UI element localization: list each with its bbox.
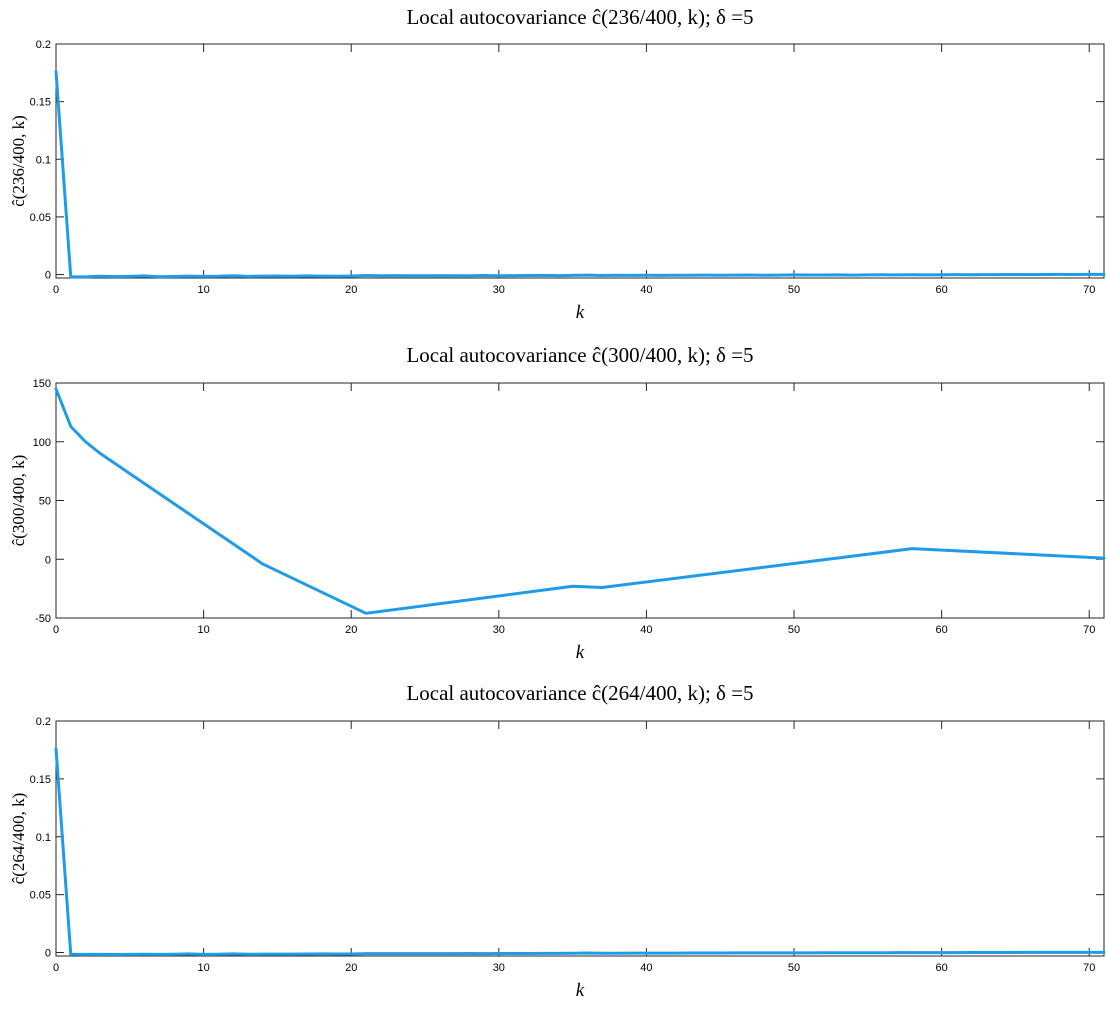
y-tick-label: 0.15 <box>30 97 51 109</box>
series-line <box>54 747 1106 956</box>
chart-title: Local autocovariance ĉ(300/400, k); δ =5 <box>406 343 753 367</box>
y-axis-label: ĉ(236/400, k) <box>9 115 28 207</box>
x-tick-label: 40 <box>640 624 652 636</box>
y-tick-label: 0.2 <box>36 716 51 728</box>
x-tick-label: 50 <box>788 962 800 974</box>
y-tick-label: 0.2 <box>36 39 51 51</box>
x-tick-label: 50 <box>788 624 800 636</box>
x-tick-label: 30 <box>493 284 505 296</box>
y-tick-label: 0 <box>45 554 51 566</box>
x-tick-label: 0 <box>53 624 59 636</box>
chart-title: Local autocovariance ĉ(236/400, k); δ =5 <box>406 5 753 29</box>
x-tick-label: 30 <box>493 962 505 974</box>
x-tick-label: 30 <box>493 624 505 636</box>
y-tick-label: 0.1 <box>36 832 51 844</box>
x-tick-label: 10 <box>197 962 209 974</box>
y-tick-label: 150 <box>33 378 51 390</box>
x-tick-label: 60 <box>936 962 948 974</box>
x-tick-label: 70 <box>1083 284 1095 296</box>
chart-panel-264: Local autocovariance ĉ(264/400, k); δ =5… <box>9 681 1106 1001</box>
x-axis-label: k <box>576 302 585 323</box>
chart-title: Local autocovariance ĉ(264/400, k); δ =5 <box>406 681 753 705</box>
y-tick-label: 0.15 <box>30 774 51 786</box>
x-tick-label: 40 <box>640 962 652 974</box>
series-line <box>54 70 1106 279</box>
x-tick-label: 60 <box>936 284 948 296</box>
x-axis-label: k <box>576 642 585 663</box>
x-axis-label: k <box>576 980 585 1001</box>
x-tick-label: 20 <box>345 284 357 296</box>
y-tick-label: 0 <box>45 270 51 282</box>
x-tick-label: 70 <box>1083 962 1095 974</box>
x-tick-label: 50 <box>788 284 800 296</box>
y-tick-label: 0 <box>45 948 51 960</box>
y-tick-label: 50 <box>39 496 51 508</box>
chart-panel-300: Local autocovariance ĉ(300/400, k); δ =5… <box>9 343 1106 663</box>
plot-area-frame <box>55 43 1105 279</box>
x-tick-label: 20 <box>345 624 357 636</box>
y-tick-label: -50 <box>35 613 51 625</box>
chart-panel-236: Local autocovariance ĉ(236/400, k); δ =5… <box>9 5 1106 323</box>
x-tick-label: 0 <box>53 962 59 974</box>
y-tick-label: 0.05 <box>30 890 51 902</box>
y-tick-label: 0.1 <box>36 154 51 166</box>
plot-area-frame <box>55 382 1105 619</box>
series-line <box>54 387 1106 615</box>
x-tick-label: 70 <box>1083 624 1095 636</box>
y-axis-label: ĉ(264/400, k) <box>9 793 28 885</box>
y-tick-label: 0.05 <box>30 212 51 224</box>
plot-area-frame <box>55 720 1105 957</box>
y-tick-label: 100 <box>33 437 51 449</box>
x-tick-label: 10 <box>197 284 209 296</box>
x-tick-label: 20 <box>345 962 357 974</box>
y-axis-label: ĉ(300/400, k) <box>9 455 28 547</box>
x-tick-label: 40 <box>640 284 652 296</box>
x-tick-label: 0 <box>53 284 59 296</box>
x-tick-label: 10 <box>197 624 209 636</box>
x-tick-label: 60 <box>936 624 948 636</box>
